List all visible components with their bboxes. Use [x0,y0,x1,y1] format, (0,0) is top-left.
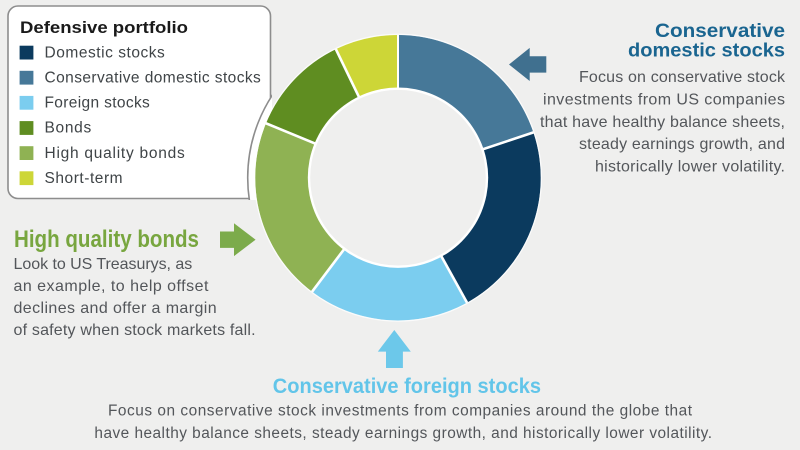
svg-text:Conservative domestic stocks: Conservative domestic stocks [45,70,262,87]
svg-text:Bonds: Bonds [45,120,92,137]
svg-text:Focus on conservative stock in: Focus on conservative stock investments … [108,402,693,419]
svg-text:steady earnings growth, and: steady earnings growth, and [579,136,785,153]
svg-text:Short-term: Short-term [45,170,123,187]
svg-text:that have healthy balance shee: that have healthy balance sheets, [540,114,785,131]
svg-text:Foreign stocks: Foreign stocks [45,95,151,112]
svg-text:Conservative foreign stocks: Conservative foreign stocks [273,375,541,398]
svg-text:investments from US companies: investments from US companies [543,91,785,108]
svg-text:an example, to help offset: an example, to help offset [14,278,209,295]
svg-text:of safety when stock markets f: of safety when stock markets fall. [14,322,256,339]
svg-text:Conservative: Conservative [655,20,785,42]
svg-text:High quality bonds: High quality bonds [14,226,199,253]
svg-text:historically lower volatility.: historically lower volatility. [595,159,785,176]
svg-text:Defensive portfolio: Defensive portfolio [20,18,188,37]
svg-text:Domestic stocks: Domestic stocks [45,44,166,61]
svg-text:declines and offer a margin: declines and offer a margin [14,300,217,317]
svg-text:domestic stocks: domestic stocks [628,40,785,62]
svg-text:High quality bonds: High quality bonds [45,145,185,162]
svg-text:have healthy balance sheets, s: have healthy balance sheets, steady earn… [94,425,712,442]
svg-text:Look to US Treasurys, as: Look to US Treasurys, as [14,256,193,273]
svg-text:Focus on conservative stock: Focus on conservative stock [579,69,786,86]
